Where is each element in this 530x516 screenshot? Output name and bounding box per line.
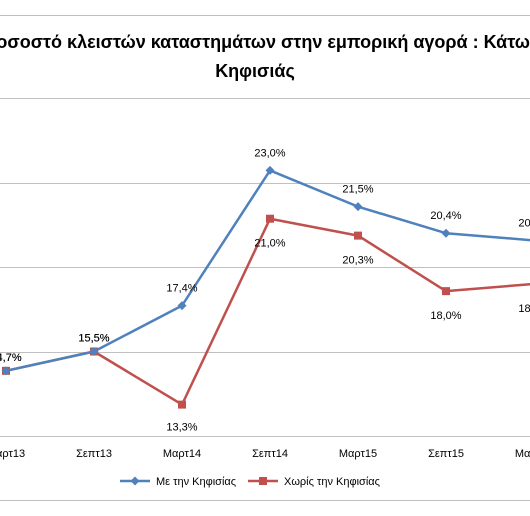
- data-label: 18,3%: [518, 303, 530, 315]
- x-tick-label: Μαρτ16: [515, 448, 530, 460]
- data-label: 15,5%: [78, 333, 109, 345]
- legend-label: Με την Κηφισίας: [156, 476, 236, 488]
- data-label: 21,0%: [254, 238, 285, 250]
- data-label: 14,7%: [0, 352, 22, 364]
- x-tick-label: Σεπτ13: [76, 448, 112, 460]
- data-label: 20,4%: [430, 210, 461, 222]
- data-label: 18,0%: [430, 310, 461, 322]
- data-label: 14,7%: [0, 352, 22, 364]
- series-marker-square: [266, 214, 274, 223]
- data-label: 15,5%: [78, 333, 109, 345]
- data-label: 20,3%: [342, 255, 373, 267]
- x-tick-label: Σεπτ15: [428, 448, 464, 460]
- series-marker-square: [442, 287, 450, 296]
- series-marker-diamond: [177, 301, 187, 311]
- data-label: 21,5%: [342, 184, 373, 196]
- data-label: 17,4%: [166, 283, 197, 295]
- series-marker-diamond: [1, 366, 11, 376]
- series-lines: [1, 165, 530, 409]
- data-labels: 14,7%15,5%17,4%23,0%21,5%20,4%20,1%14,7%…: [0, 147, 530, 433]
- series-marker-square: [354, 231, 362, 240]
- x-tick-label: Μαρτ14: [163, 448, 201, 460]
- x-tick-label: Σεπτ14: [252, 448, 288, 460]
- x-tick-label: Μαρτ15: [339, 448, 377, 460]
- legend-marker-square: [259, 477, 267, 485]
- legend-label: Χωρίς την Κηφισίας: [284, 476, 380, 488]
- chart-title-line1: ποσοστό κλειστών καταστημάτων στην εμπορ…: [0, 32, 530, 52]
- series-marker-square: [178, 400, 186, 409]
- x-axis-tick-labels: Μαρτ13 Σεπτ13 Μαρτ14 Σεπτ14 Μαρτ15 Σεπτ15 Μαρτ…: [0, 448, 530, 460]
- series-marker-diamond: [441, 228, 451, 238]
- data-label: 20,1%: [518, 217, 530, 229]
- series-marker-diamond: [265, 165, 275, 175]
- data-label: 23,0%: [254, 147, 285, 159]
- x-tick-label: Μαρτ13: [0, 448, 25, 460]
- legend: Με την Κηφισίας Χωρίς την Κηφισίας: [120, 476, 380, 488]
- data-label: 13,3%: [166, 422, 197, 434]
- series-marker-diamond: [89, 347, 99, 356]
- legend-marker-diamond: [130, 476, 140, 486]
- chart-title-line2: Κηφισιάς: [215, 61, 295, 81]
- series-marker-diamond: [353, 202, 363, 212]
